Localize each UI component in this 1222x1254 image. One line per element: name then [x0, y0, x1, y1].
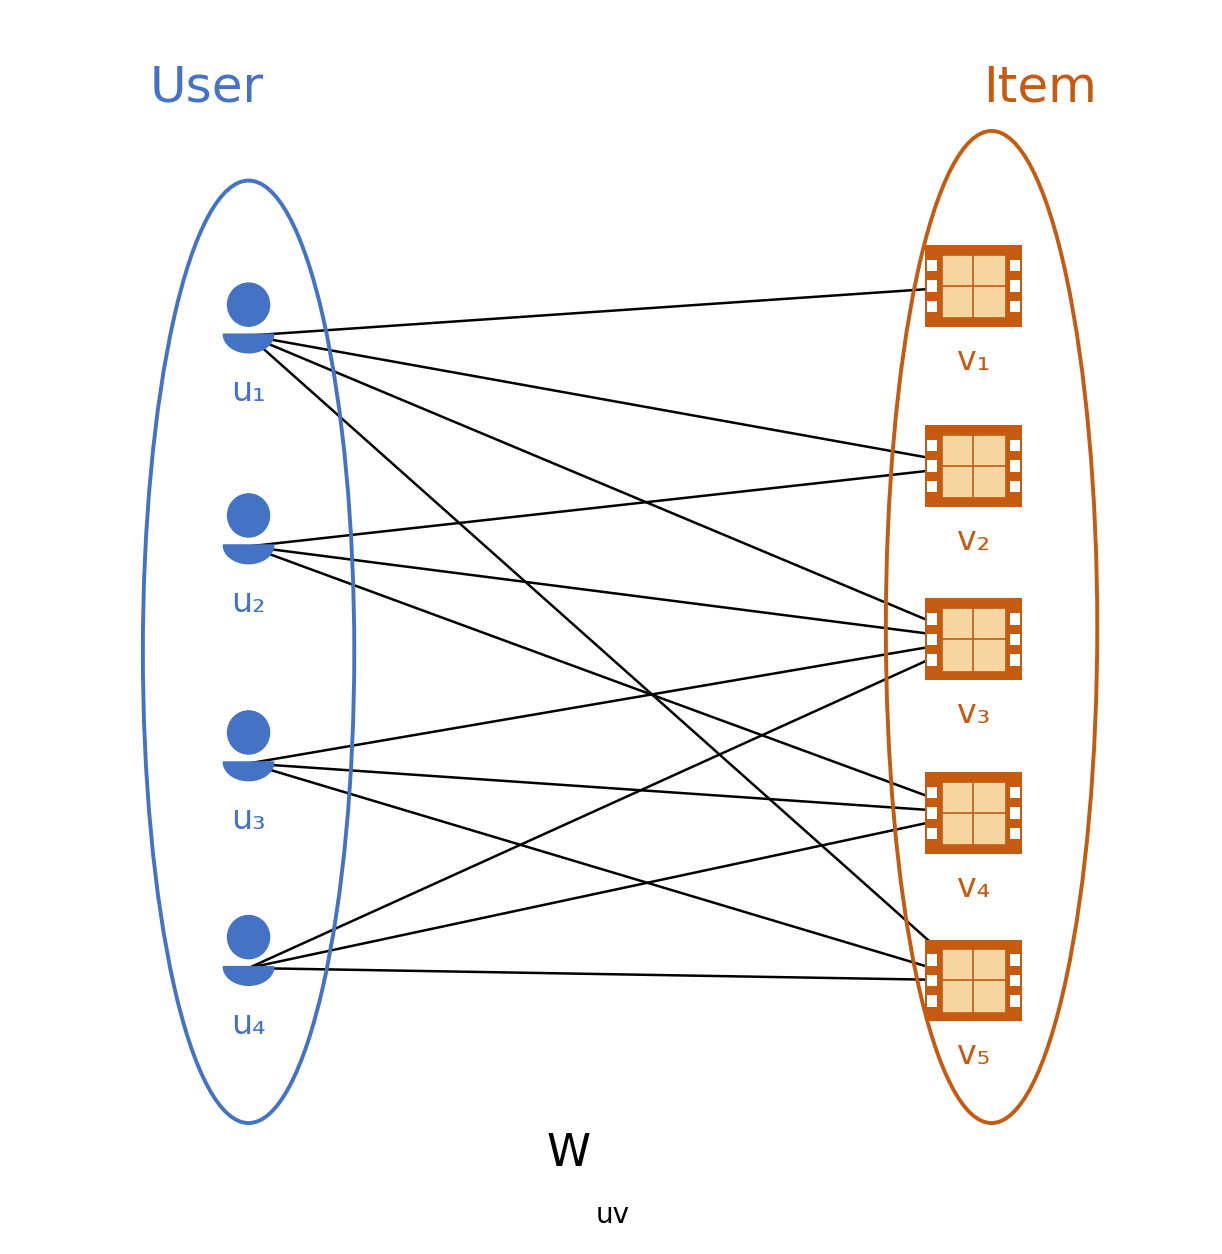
Bar	[927, 280, 937, 292]
Bar	[925, 939, 1023, 1021]
Bar	[1011, 613, 1020, 624]
Bar	[927, 828, 937, 839]
Text: u₃: u₃	[231, 803, 266, 836]
Bar	[927, 260, 937, 271]
Text: u₄: u₄	[231, 1008, 266, 1041]
Bar	[927, 786, 937, 799]
Bar	[927, 954, 937, 966]
Bar	[927, 440, 937, 451]
Bar	[927, 655, 937, 666]
Bar	[927, 996, 937, 1007]
Bar	[927, 974, 937, 986]
Bar	[1011, 440, 1020, 451]
Bar	[1011, 974, 1020, 986]
Bar	[927, 480, 937, 492]
Text: uv: uv	[595, 1201, 629, 1229]
Bar	[1011, 633, 1020, 645]
Polygon shape	[224, 762, 274, 781]
Polygon shape	[224, 334, 274, 352]
Text: W: W	[546, 1132, 590, 1175]
Bar	[925, 425, 1023, 507]
Bar	[927, 633, 937, 645]
Bar	[942, 255, 1004, 317]
Bar	[1011, 786, 1020, 799]
Bar	[925, 598, 1023, 681]
Circle shape	[227, 494, 270, 537]
Text: u₂: u₂	[231, 586, 266, 619]
Text: u₁: u₁	[231, 375, 266, 408]
Circle shape	[227, 915, 270, 958]
Bar	[1011, 954, 1020, 966]
Bar	[1011, 655, 1020, 666]
Text: Item: Item	[982, 64, 1097, 112]
Text: v₄: v₄	[957, 872, 990, 904]
Bar	[927, 301, 937, 312]
Bar	[942, 782, 1004, 844]
Bar	[1011, 808, 1020, 819]
Text: v₁: v₁	[957, 344, 990, 377]
Text: v₅: v₅	[957, 1038, 990, 1071]
Bar	[927, 460, 937, 472]
Bar	[942, 608, 1004, 671]
Bar	[1011, 280, 1020, 292]
Bar	[925, 245, 1023, 327]
Text: v₂: v₂	[957, 524, 990, 557]
Bar	[1011, 828, 1020, 839]
Bar	[1011, 260, 1020, 271]
Bar	[942, 435, 1004, 497]
Text: User: User	[149, 64, 264, 112]
Bar	[942, 949, 1004, 1012]
Bar	[1011, 480, 1020, 492]
Bar	[1011, 460, 1020, 472]
Bar	[927, 808, 937, 819]
Circle shape	[227, 283, 270, 326]
Bar	[1011, 996, 1020, 1007]
Bar	[925, 772, 1023, 854]
Polygon shape	[224, 967, 274, 986]
Circle shape	[227, 711, 270, 754]
Text: v₃: v₃	[957, 697, 990, 730]
Bar	[1011, 301, 1020, 312]
Polygon shape	[224, 545, 274, 563]
Bar	[927, 613, 937, 624]
